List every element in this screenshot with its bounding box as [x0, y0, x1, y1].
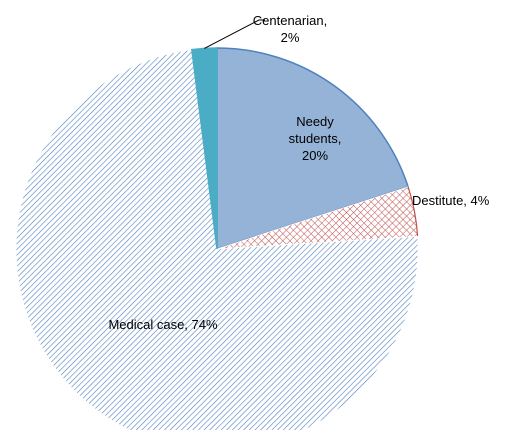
slice-edge	[407, 186, 419, 237]
data-label: Centenarian, 2%	[252, 13, 328, 45]
data-label: Destitute, 4%	[412, 193, 490, 208]
pie-slice	[190, 47, 218, 250]
pie-slice	[15, 49, 419, 430]
leader-line	[204, 19, 265, 49]
data-label: Needy students, 20%	[288, 114, 342, 163]
data-label: Medical case, 74%	[108, 317, 218, 332]
pie-slice	[216, 47, 410, 251]
